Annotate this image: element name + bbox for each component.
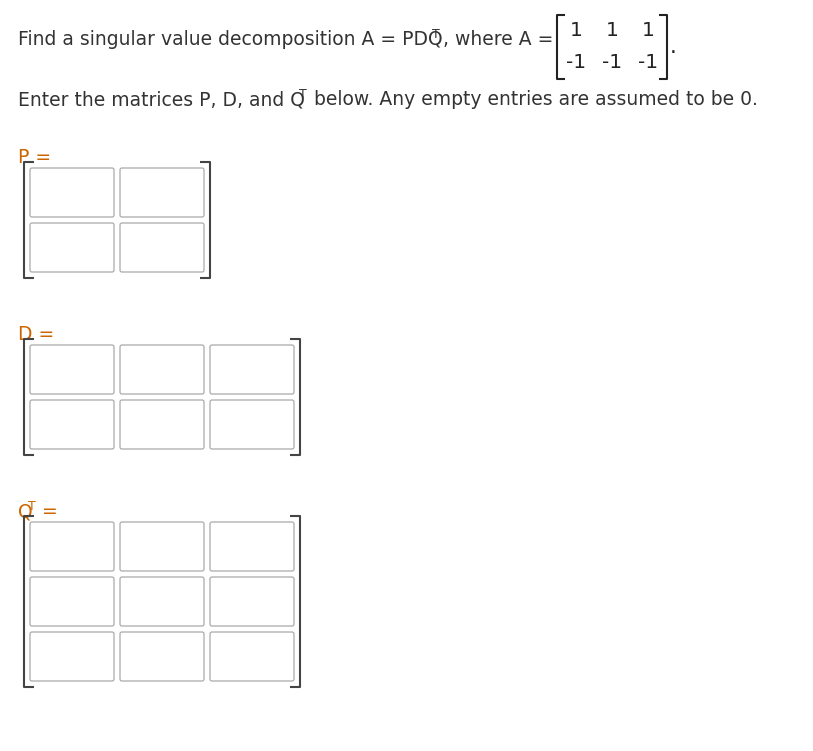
Text: 1: 1 bbox=[606, 22, 619, 41]
FancyBboxPatch shape bbox=[210, 345, 294, 394]
FancyBboxPatch shape bbox=[30, 168, 114, 217]
Text: Find a singular value decomposition A = PDQ: Find a singular value decomposition A = … bbox=[18, 30, 442, 49]
FancyBboxPatch shape bbox=[30, 345, 114, 394]
FancyBboxPatch shape bbox=[210, 577, 294, 626]
Text: 1: 1 bbox=[641, 22, 654, 41]
Text: P =: P = bbox=[18, 148, 51, 167]
Text: -1: -1 bbox=[638, 53, 658, 73]
FancyBboxPatch shape bbox=[210, 632, 294, 681]
Text: below. Any empty entries are assumed to be 0.: below. Any empty entries are assumed to … bbox=[308, 90, 758, 109]
FancyBboxPatch shape bbox=[120, 168, 204, 217]
Text: T: T bbox=[299, 88, 307, 101]
FancyBboxPatch shape bbox=[210, 522, 294, 571]
Text: -1: -1 bbox=[566, 53, 586, 73]
Text: T: T bbox=[432, 28, 440, 41]
Text: 1: 1 bbox=[570, 22, 582, 41]
Text: D =: D = bbox=[18, 325, 54, 344]
FancyBboxPatch shape bbox=[30, 400, 114, 449]
FancyBboxPatch shape bbox=[120, 632, 204, 681]
FancyBboxPatch shape bbox=[120, 577, 204, 626]
FancyBboxPatch shape bbox=[120, 400, 204, 449]
Text: -1: -1 bbox=[602, 53, 622, 73]
Text: .: . bbox=[670, 37, 677, 57]
FancyBboxPatch shape bbox=[210, 400, 294, 449]
FancyBboxPatch shape bbox=[30, 522, 114, 571]
FancyBboxPatch shape bbox=[30, 223, 114, 272]
FancyBboxPatch shape bbox=[120, 345, 204, 394]
FancyBboxPatch shape bbox=[30, 632, 114, 681]
Text: =: = bbox=[36, 502, 58, 521]
Text: , where A =: , where A = bbox=[443, 30, 559, 49]
FancyBboxPatch shape bbox=[120, 522, 204, 571]
Text: T: T bbox=[28, 500, 36, 513]
FancyBboxPatch shape bbox=[120, 223, 204, 272]
Text: Q: Q bbox=[18, 502, 33, 521]
Text: Enter the matrices P, D, and Q: Enter the matrices P, D, and Q bbox=[18, 90, 305, 109]
FancyBboxPatch shape bbox=[30, 577, 114, 626]
